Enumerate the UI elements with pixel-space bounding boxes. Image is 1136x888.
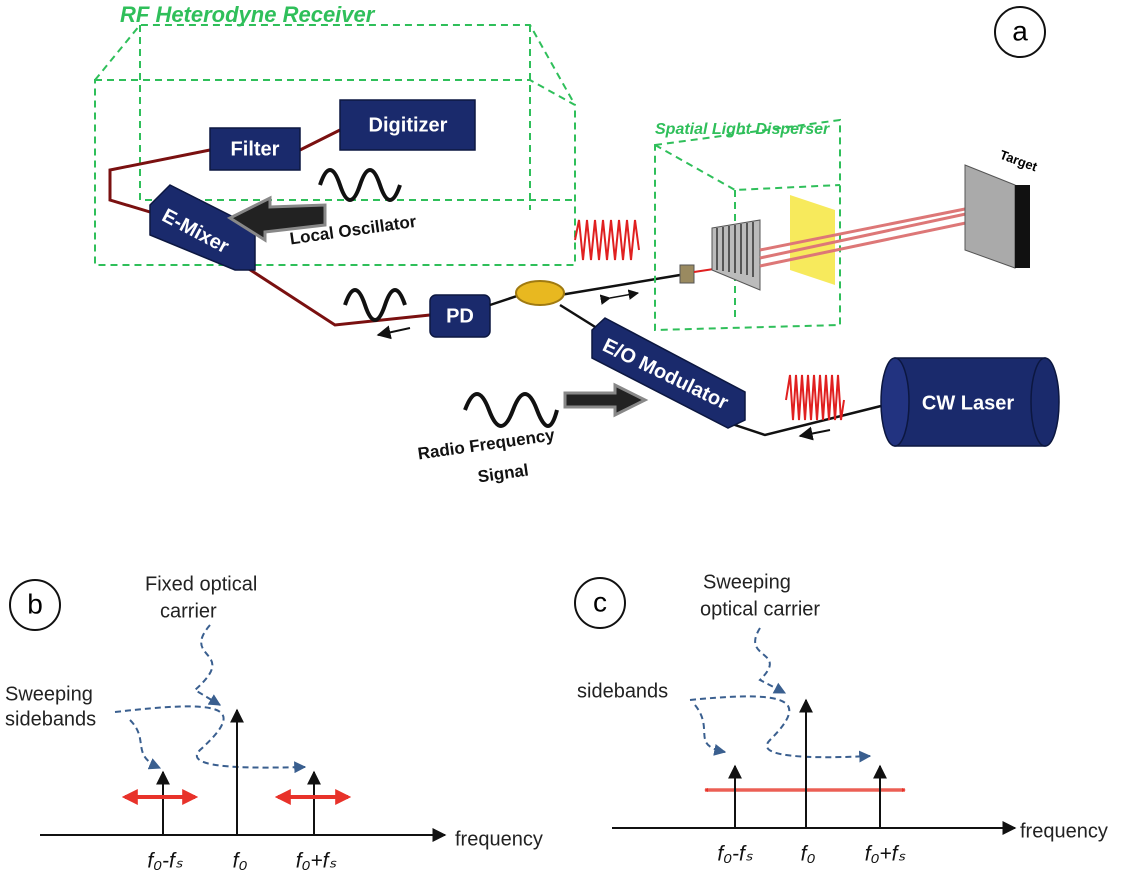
sideband-pointer-2 <box>114 705 307 774</box>
filter-label: Filter <box>231 138 280 160</box>
sideband-note-2: sidebands <box>5 708 96 730</box>
panel-a: RF Heterodyne Receiver a Filter Digitize… <box>94 2 1060 486</box>
panel-b: b Fixed optical carrier Sweeping sideban… <box>5 573 543 872</box>
carrier-note-2: carrier <box>160 600 217 622</box>
tick-label: f₀+fₛ <box>296 850 337 873</box>
rf-arrow <box>563 382 649 418</box>
target-side <box>1015 185 1030 268</box>
circulator <box>515 280 565 306</box>
digitizer-label: Digitizer <box>369 114 448 136</box>
panel-a-label: a <box>1012 15 1028 46</box>
panel-c-circle <box>574 577 626 629</box>
sideband-note: sidebands <box>577 680 668 702</box>
tick-label: f₀-fₛ <box>147 850 183 873</box>
rf-label-line1: Radio Frequency <box>417 425 557 463</box>
tick-label: f₀ <box>233 850 248 873</box>
panel-a-circle <box>994 6 1046 58</box>
pd-arrow <box>376 325 411 340</box>
panel-b-circle <box>9 579 61 631</box>
carrier-note-1: Sweeping <box>703 571 791 593</box>
digitizer-box <box>339 99 476 151</box>
cw-laser-label: CW Laser <box>922 392 1014 414</box>
carrier-note-1: Fixed optical <box>145 573 257 595</box>
lo-arrow <box>226 195 327 243</box>
tick-label: f₀ <box>801 843 816 866</box>
wires <box>108 128 431 327</box>
cw-laser <box>880 357 1060 447</box>
pd-label: PD <box>446 305 474 327</box>
sideband-pointer-1 <box>694 704 727 756</box>
pulse-2 <box>785 374 845 421</box>
pulse-1 <box>574 219 640 261</box>
beams-out <box>759 203 986 268</box>
rf-label-line2: Signal <box>477 460 530 486</box>
target <box>964 164 1016 269</box>
carrier-pointer <box>754 627 787 694</box>
disperser-title: Spatial Light Disperser <box>655 121 830 138</box>
tick-label: f₀+fₛ <box>865 843 906 866</box>
emixer-box <box>149 184 256 271</box>
bidir-arrow <box>599 289 640 305</box>
sideband-note-1: Sweeping <box>5 683 93 705</box>
axis-label: frequency <box>1020 820 1108 842</box>
axis-label: frequency <box>455 828 543 850</box>
rf-wave <box>463 392 559 428</box>
panel-b-label: b <box>27 588 43 619</box>
eo-box <box>591 317 746 429</box>
rf-receiver-title: RF Heterodyne Receiver <box>120 2 376 27</box>
panel-c: c Sweeping optical carrier sidebands fre… <box>574 571 1108 866</box>
filter-box <box>209 127 301 171</box>
panel-c-label: c <box>593 586 607 617</box>
pd-box <box>429 294 491 338</box>
carrier-note-2: optical carrier <box>700 598 820 620</box>
tick-label: f₀-fₛ <box>717 843 753 866</box>
collimator <box>679 264 695 284</box>
laser-arrow <box>798 426 831 441</box>
target-label: Target <box>998 147 1040 175</box>
fibers <box>489 273 886 437</box>
grating <box>711 219 761 291</box>
rf-receiver-box <box>94 24 576 266</box>
carrier-pointer <box>193 624 222 706</box>
pd-wave <box>343 288 407 322</box>
sideband-pointer-2 <box>689 695 872 763</box>
lo-wave <box>318 168 402 202</box>
sideband-pointer-1 <box>129 719 162 770</box>
